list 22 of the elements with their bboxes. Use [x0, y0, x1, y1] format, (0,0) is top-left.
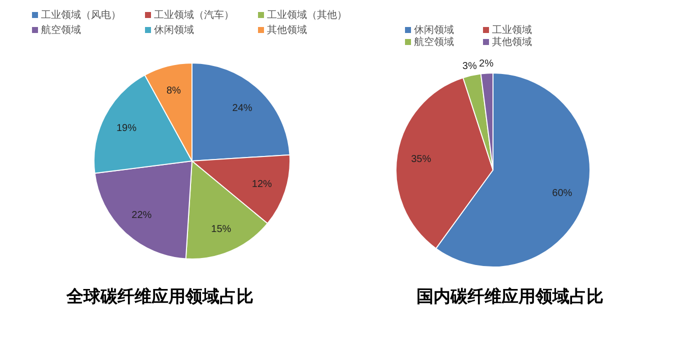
legend-label: 休闲领域 [414, 24, 454, 36]
legend-label: 工业领域（风电） [41, 9, 121, 21]
text: 国内碳纤维应用领域占比 [416, 287, 604, 306]
legend-label: 其他领域 [267, 24, 307, 36]
data-label: 35% [411, 154, 432, 166]
data-label: 3% [462, 61, 477, 72]
data-label: 22% [132, 210, 152, 222]
data-label: 8% [166, 85, 182, 96]
legend-label: 休闲领域 [154, 24, 194, 36]
legend-label: 工业领域（汽车） [154, 9, 234, 21]
data-label: 12% [252, 179, 272, 190]
data-label: 19% [116, 123, 137, 134]
legend-label: 其他领域 [492, 36, 532, 48]
data-label: 60% [552, 188, 572, 199]
data-label: 2% [479, 58, 494, 70]
legend-label: 工业领域（其他） [267, 9, 347, 21]
legend-label: 航空领域 [414, 36, 454, 48]
data-label: 24% [232, 102, 252, 114]
data-label: 15% [211, 224, 232, 235]
text: 全球碳纤维应用领域占比 [66, 287, 254, 306]
legend-label: 工业领域 [492, 24, 532, 36]
legend-label: 航空领域 [41, 24, 81, 36]
